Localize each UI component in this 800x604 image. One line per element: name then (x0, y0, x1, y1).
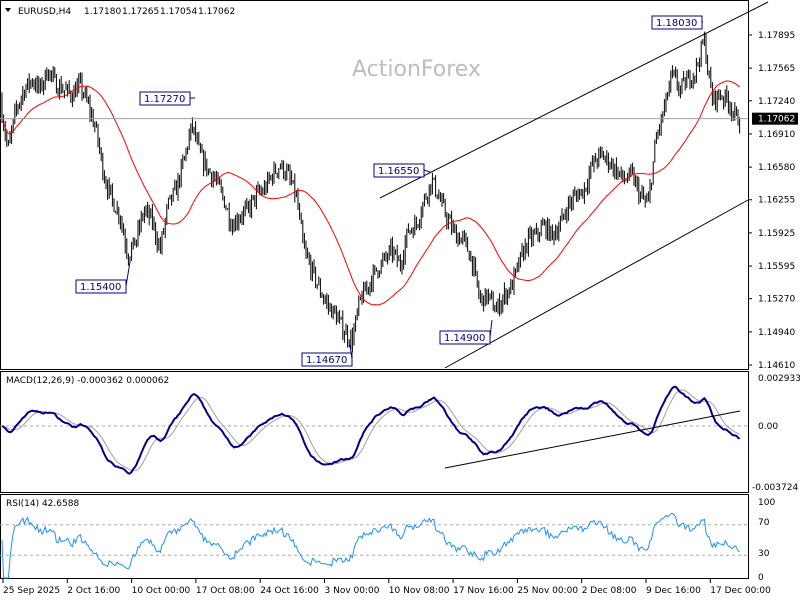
price-tick-label: 1.14940 (758, 328, 795, 338)
price-tick-label: 1.15925 (758, 229, 795, 239)
price-label-connector (489, 319, 493, 338)
price-label: 1.17270 (144, 94, 185, 105)
symbol: EURUSD,H4 (18, 7, 71, 17)
channel-lower-trendline (444, 199, 749, 369)
price-label: 1.15400 (80, 282, 121, 293)
time-tick-label: 10 Oct 00:00 (132, 586, 191, 596)
price-label-connector (125, 261, 131, 287)
price-label: 1.18030 (656, 18, 697, 29)
time-tick-label: 24 Oct 16:00 (260, 586, 319, 596)
price-tick-label: 1.17240 (758, 97, 795, 107)
time-tick-label: 9 Dec 16:00 (646, 586, 701, 596)
macd-panel (0, 371, 749, 493)
price-label-box (301, 352, 353, 367)
price-tick-label: 1.15270 (758, 295, 795, 305)
rsi-label: RSI(14) 42.6588 (6, 499, 79, 509)
macd-line (1, 385, 741, 475)
time-tick-label: 17 Dec 00:00 (710, 586, 771, 596)
rsi-panel (0, 494, 749, 579)
time-tick-label: 10 Nov 08:00 (389, 586, 450, 596)
moving-average-line (1, 80, 740, 306)
close-value: 1.17062 (198, 7, 235, 17)
price-label-connector (349, 344, 353, 360)
price-tick-label: 1.16255 (758, 196, 795, 206)
time-tick-label: 2 Dec 08:00 (582, 586, 637, 596)
header: EURUSD,H4 1.17180 1.17265 1.17054 1.1706… (5, 7, 235, 17)
price-tick-label: 1.14610 (758, 361, 795, 371)
rsi-tick-label: 0 (758, 573, 764, 583)
price-tick-label: 1.17895 (758, 31, 795, 41)
price-label-connector (423, 169, 431, 173)
high-value: 1.17265 (122, 7, 159, 17)
time-tick-label: 17 Nov 16:00 (453, 586, 514, 596)
ohlc-bars (1, 31, 741, 353)
macd-tick-label: -0.003724 (752, 483, 798, 493)
watermark: ActionForex (352, 57, 481, 82)
dropdown-triangle-icon[interactable] (5, 8, 11, 12)
price-tick-label: 1.17565 (758, 64, 795, 74)
macd-trendline (444, 410, 741, 469)
price-label-box (75, 279, 127, 294)
macd-tick-label: 0.002933 (758, 374, 800, 384)
time-tick-label: 25 Sep 2025 (3, 586, 60, 596)
rsi-tick-label: 70 (758, 518, 770, 528)
time-tick-label: 2 Oct 16:00 (67, 586, 120, 596)
price-label: 1.14670 (306, 355, 347, 366)
rsi-line (1, 512, 740, 579)
price-label-box (439, 330, 491, 345)
rsi-tick-label: 100 (758, 498, 775, 508)
time-tick-label: 17 Oct 08:00 (196, 586, 255, 596)
price-label: 1.16550 (378, 166, 419, 177)
price-label: 1.14900 (444, 333, 485, 344)
low-value: 1.17054 (160, 7, 197, 17)
time-tick-label: 3 Nov 00:00 (325, 586, 380, 596)
current-price-label: 1.17062 (758, 115, 795, 125)
rsi-tick-label: 30 (758, 549, 770, 559)
price-tick-label: 1.16910 (758, 130, 795, 140)
price-tick-label: 1.16580 (758, 163, 795, 173)
open-value: 1.17180 (84, 7, 121, 17)
main-panel (0, 0, 749, 370)
macd-tick-label: 0.00 (758, 422, 778, 432)
channel-upper-trendline (379, 1, 769, 199)
macd-signal-line (1, 389, 740, 472)
macd-label: MACD(12,26,9) -0.000362 0.000062 (6, 376, 169, 386)
time-tick-label: 25 Nov 00:00 (517, 586, 578, 596)
current-price-marker (752, 112, 798, 125)
price-tick-label: 1.15595 (758, 262, 795, 272)
